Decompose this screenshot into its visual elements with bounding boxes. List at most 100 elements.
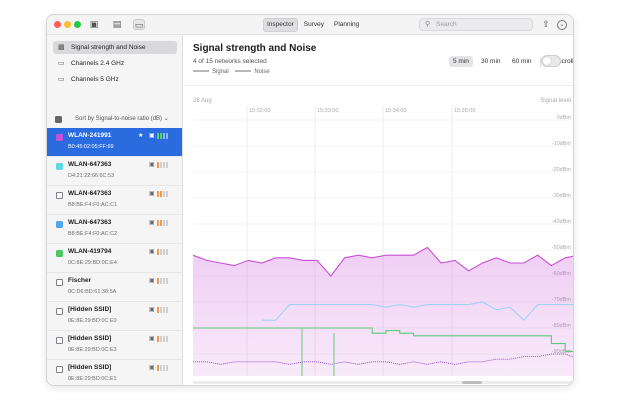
laptop-icon[interactable]: ▭ (133, 19, 145, 30)
sidebar-item-label: Channels 2.4 GHz (71, 60, 125, 67)
lock-icon: ▣ (149, 191, 155, 197)
network-row[interactable]: WLAN-647363 B8:BE:F4:F0:AC:C1 ▣ (47, 186, 182, 215)
network-checkbox[interactable] (56, 337, 63, 344)
network-row[interactable]: WLAN-647363 D4:21:22:66:6C:53 ▣ (47, 157, 182, 186)
network-row[interactable]: WLAN-419794 0C:8E:29:BD:0C:E4 ▣ (47, 244, 182, 273)
legend: Signal Noise (193, 69, 270, 75)
signal-bar (163, 162, 165, 168)
y-tick-label: 0dBm (557, 115, 572, 121)
signal-bar (157, 278, 159, 284)
laptop-icon: ▭ (58, 76, 65, 83)
network-row[interactable]: Fischer 0C:D6:BD:61:38:5A ▣ (47, 273, 182, 302)
signal-bar (157, 307, 159, 313)
search-input[interactable]: ⚲ Search (419, 18, 533, 31)
series-line (192, 246, 573, 277)
signal-bars-icon (157, 307, 171, 313)
lock-icon: ▣ (149, 365, 155, 371)
pin-icon[interactable]: ★ (138, 133, 144, 139)
sort-menu[interactable]: Sort by Signal-to-noise ratio (dB) ⌄ (53, 113, 177, 125)
signal-bars-icon (157, 133, 171, 139)
network-checkbox[interactable] (56, 192, 63, 199)
network-row[interactable]: [Hidden SSID] 0E:8E:29:BD:0C:E1 ▣ (47, 360, 182, 385)
network-row[interactable]: [Hidden SSID] 0E:8E:29:BD:0C:E3 ▣ (47, 331, 182, 360)
tab-inspector[interactable]: Inspector (263, 18, 298, 32)
network-mac: 0E:8E:29:BD:0C:E0 (68, 318, 117, 324)
laptop-icon: ▭ (58, 60, 65, 67)
signal-bar (163, 336, 165, 342)
lock-icon: ▣ (149, 133, 155, 139)
x-tick-label: 15:35:00 (454, 108, 475, 114)
signal-bar (160, 191, 162, 197)
close-window-button[interactable] (54, 21, 61, 28)
sidebar-item-channels-24[interactable]: ▭ Channels 2.4 GHz (53, 57, 177, 70)
app-window: ▣ ▤ ▭ Inspector Survey Planning ⚲ Search… (46, 14, 574, 386)
stop-icon[interactable]: ▣ (89, 19, 99, 29)
series-area (193, 247, 573, 376)
minimize-window-button[interactable] (64, 21, 71, 28)
chevron-down-icon: ⌄ (163, 116, 169, 122)
selection-count: 4 of 15 networks selected (193, 58, 267, 65)
signal-bar (157, 133, 159, 139)
signal-bars-icon (157, 191, 171, 197)
legend-swatch-noise (235, 70, 252, 73)
tab-survey[interactable]: Survey (303, 21, 324, 28)
select-all-checkbox[interactable] (55, 116, 62, 123)
network-row[interactable]: [Hidden SSID] 0E:8E:29:BD:0C:E0 ▣ (47, 302, 182, 331)
network-row[interactable]: WLAN-241991 B0:45:02:05:FF:69 ★ ▣ (47, 128, 182, 157)
network-checkbox[interactable] (56, 250, 63, 257)
signal-bar (163, 191, 165, 197)
network-checkbox[interactable] (56, 163, 63, 170)
view-tabs: Inspector Survey Planning (263, 18, 363, 32)
signal-bar (163, 249, 165, 255)
signal-chart: 28 Aug Signal level 15:32:00 15:33:00 15:34:… (184, 85, 573, 384)
legend-signal: Signal (212, 69, 229, 75)
network-mac: B8:BE:F4:F0:AC:C1 (68, 202, 118, 208)
network-mac: D4:21:22:66:6C:53 (68, 173, 115, 179)
range-5-min[interactable]: 5 min (449, 56, 473, 67)
signal-bar (166, 336, 168, 342)
autoscroll-toggle[interactable] (541, 55, 561, 67)
list-view-icon[interactable]: ▤ (112, 19, 122, 29)
lock-icon: ▣ (149, 307, 155, 313)
share-icon[interactable]: ⇧ (542, 19, 550, 29)
network-checkbox[interactable] (56, 134, 63, 141)
signal-bar (160, 133, 162, 139)
signal-bar (166, 191, 168, 197)
signal-bar (157, 249, 159, 255)
title-bar: ▣ ▤ ▭ Inspector Survey Planning ⚲ Search… (47, 15, 573, 35)
signal-bar (157, 365, 159, 371)
zoom-window-button[interactable] (74, 21, 81, 28)
network-mac: 0E:8E:29:BD:0C:E3 (68, 347, 117, 353)
network-row[interactable]: WLAN-647363 B8:BE:F4:F0:AC:C2 ▣ (47, 215, 182, 244)
lock-icon: ▣ (149, 278, 155, 284)
sidebar-item-signal-strength[interactable]: ▩ Signal strength and Noise (53, 41, 177, 54)
network-checkbox[interactable] (56, 279, 63, 286)
network-checkbox[interactable] (56, 221, 63, 228)
network-name: [Hidden SSID] (68, 335, 112, 342)
signal-bar (163, 133, 165, 139)
search-placeholder: Search (436, 21, 457, 28)
y-tick-label: -40dBm (552, 219, 572, 225)
network-checkbox[interactable] (56, 366, 63, 373)
sidebar-item-label: Signal strength and Noise (71, 44, 146, 51)
signal-bar (160, 220, 162, 226)
x-tick-label: 15:34:00 (385, 108, 406, 114)
chevron-down-icon[interactable]: ⌄ (557, 20, 567, 30)
signal-bars-icon (157, 336, 171, 342)
y-axis-title: Signal level (540, 98, 571, 104)
series-line (261, 301, 573, 321)
horizontal-scrollbar-thumb[interactable] (462, 381, 482, 384)
range-30-min[interactable]: 30 min (481, 58, 501, 65)
divider (540, 57, 541, 67)
signal-bar (166, 249, 168, 255)
range-60-min[interactable]: 60 min (512, 58, 532, 65)
network-mac: 0C:D6:BD:61:38:5A (68, 289, 117, 295)
signal-bars-icon (157, 249, 171, 255)
network-name: WLAN-241991 (68, 132, 112, 139)
signal-bar (160, 162, 162, 168)
network-checkbox[interactable] (56, 308, 63, 315)
lock-icon: ▣ (149, 249, 155, 255)
signal-bar (160, 249, 162, 255)
sidebar-item-channels-5[interactable]: ▭ Channels 5 GHz (53, 73, 177, 86)
tab-planning[interactable]: Planning (333, 21, 360, 28)
